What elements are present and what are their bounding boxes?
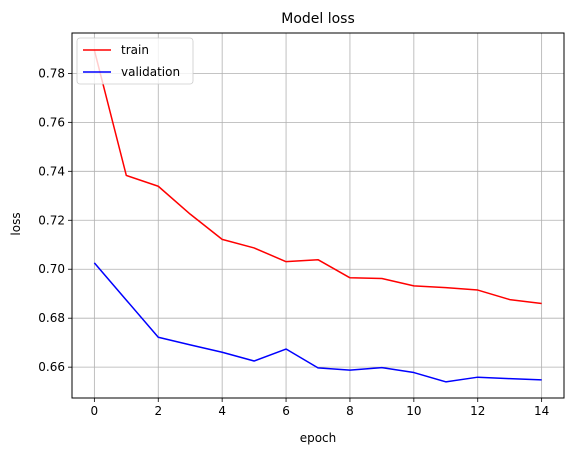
series-line-train	[93, 49, 542, 305]
y-tick-label: 0.76	[38, 115, 65, 129]
x-tick-label: 6	[282, 404, 290, 418]
x-axis-label: epoch	[300, 431, 337, 445]
series-line-validation	[93, 262, 542, 383]
chart-title: Model loss	[281, 11, 355, 27]
y-tick-label: 0.70	[38, 262, 65, 276]
x-tick-label: 0	[91, 404, 99, 418]
series-lines	[93, 49, 542, 383]
y-axis-label: loss	[9, 212, 23, 235]
y-tick-label: 0.68	[38, 311, 65, 325]
y-tick-label: 0.78	[38, 66, 65, 80]
y-tick-label: 0.74	[38, 164, 65, 178]
plot-frame	[71, 32, 565, 399]
y-tick-label: 0.72	[38, 213, 65, 227]
grid	[72, 33, 564, 398]
x-tick-label: 4	[218, 404, 226, 418]
x-tick-label: 8	[346, 404, 354, 418]
x-tick-label: 10	[406, 404, 421, 418]
x-tick-label: 2	[154, 404, 162, 418]
x-tick-label: 14	[534, 404, 549, 418]
x-tick-label: 12	[470, 404, 485, 418]
y-tick-label: 0.66	[38, 360, 65, 374]
legend-label-validation: validation	[121, 65, 180, 79]
axis-ticks: 0 2 4 6 8 10 12 14 0.66 0.68 0.70 0.72 0.74 0.76 0.78	[38, 66, 549, 418]
legend-label-train: train	[121, 43, 149, 57]
legend: train validation	[76, 37, 194, 85]
